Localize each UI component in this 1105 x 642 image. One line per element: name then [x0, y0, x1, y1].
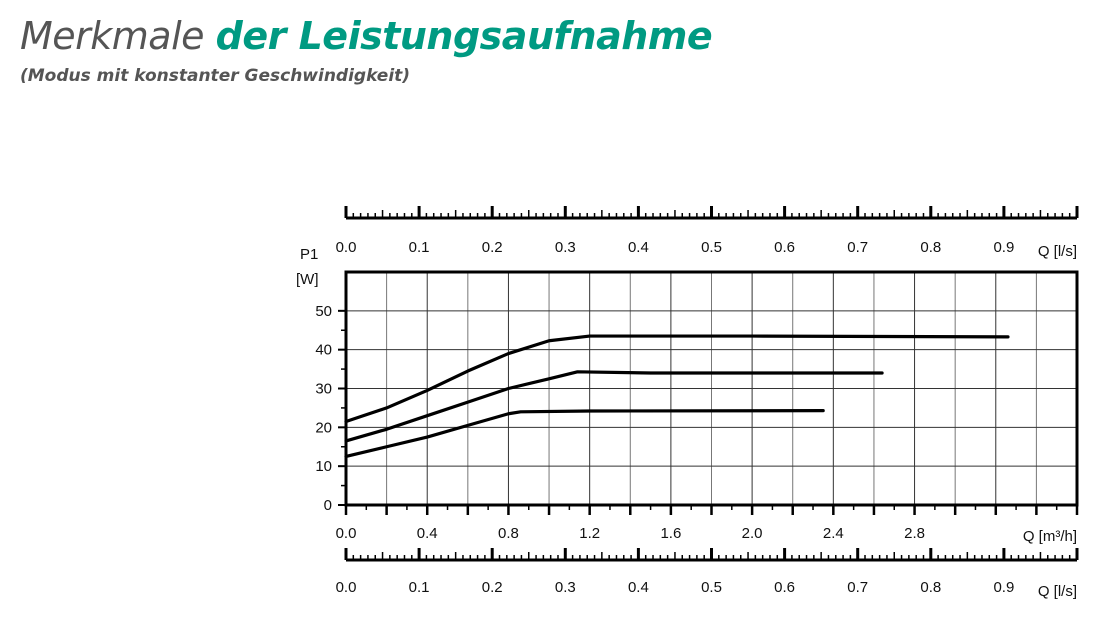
title-bold: der Leistungsaufnahme: [215, 14, 713, 58]
x-tick-label: 2.4: [823, 525, 844, 542]
ls-tick-label: 0.3: [555, 579, 576, 596]
x-label: Q [m³/h]: [1023, 528, 1077, 545]
y-tick-label: 30: [315, 381, 332, 398]
ls-axis-label: Q [l/s]: [1038, 583, 1077, 600]
ls-tick-label: 0.9: [993, 239, 1014, 256]
ls-tick-label: 0.0: [336, 239, 357, 256]
power-curve-2: [344, 370, 884, 443]
y-tick-label: 40: [315, 342, 332, 359]
power-curve-3: [344, 409, 825, 459]
ls-tick-label: 0.7: [847, 239, 868, 256]
ls-tick-label: 0.7: [847, 579, 868, 596]
x-tick-label: 1.2: [579, 525, 600, 542]
x-tick-label: 1.6: [660, 525, 681, 542]
y-tick-label: 50: [315, 303, 332, 320]
ls-tick-label: 0.4: [628, 579, 649, 596]
y-label: P1: [300, 246, 318, 263]
ls-tick-label: 0.0: [336, 579, 357, 596]
ls-tick-label: 0.5: [701, 579, 722, 596]
page-title: Merkmale der Leistungsaufnahme: [20, 14, 713, 58]
y-tick-label: 0: [324, 497, 332, 514]
ls-tick-label: 0.8: [920, 579, 941, 596]
page-subtitle: (Modus mit konstanter Geschwindigkeit): [20, 66, 411, 86]
ls-tick-label: 0.2: [482, 239, 503, 256]
x-tick-label: 0.4: [417, 525, 438, 542]
x-tick-label: 2.0: [742, 525, 763, 542]
title-light: Merkmale: [20, 14, 205, 58]
ls-tick-label: 0.3: [555, 239, 576, 256]
ls-tick-label: 0.6: [774, 579, 795, 596]
ls-tick-label: 0.6: [774, 239, 795, 256]
ls-tick-label: 0.1: [409, 579, 430, 596]
ls-tick-label: 0.8: [920, 239, 941, 256]
ls-tick-label: 0.2: [482, 579, 503, 596]
x-tick-label: 0.0: [336, 525, 357, 542]
power-curve-1: [344, 334, 1010, 424]
x-tick-label: 0.8: [498, 525, 519, 542]
ls-axis-label: Q [l/s]: [1038, 243, 1077, 260]
ls-tick-label: 0.1: [409, 239, 430, 256]
y-tick-label: 10: [315, 458, 332, 475]
y-label-unit: [W]: [296, 271, 319, 288]
x-tick-label: 2.8: [904, 525, 925, 542]
ls-tick-label: 0.5: [701, 239, 722, 256]
ls-tick-label: 0.9: [993, 579, 1014, 596]
y-tick-label: 20: [315, 419, 332, 436]
ls-tick-label: 0.4: [628, 239, 649, 256]
